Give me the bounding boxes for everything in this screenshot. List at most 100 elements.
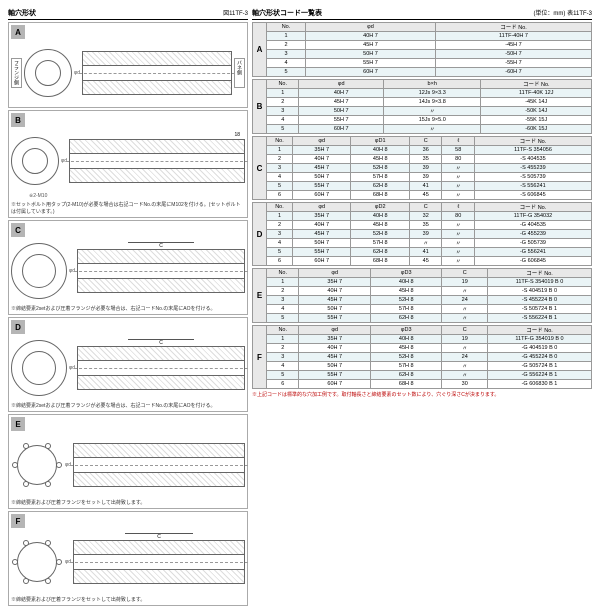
diagram-letter-B: B [11, 113, 25, 127]
table-cell: -S 404519 B 0 [487, 287, 591, 296]
table-cell: 35H 7 [299, 335, 371, 344]
table-cell: 45H 8 [370, 344, 442, 353]
note-E: ※締結要素および圧着フランジをセットして出荷致します。 [11, 499, 245, 506]
col-head: ℓ [442, 203, 474, 212]
table-cell: 40H 8 [370, 335, 442, 344]
table-cell: 58 [442, 146, 474, 155]
table-cell: 11TF-G 354019 B 0 [487, 335, 591, 344]
table-cell: 1 [267, 335, 299, 344]
col-head: コード No. [487, 326, 591, 335]
side-view-B: 18 [69, 139, 245, 183]
table-cell: 〃 [383, 125, 481, 134]
table-A: ANo.φdコード No.140H 711TF-40H 7245H 7-45H … [252, 22, 592, 77]
table-cell: -G 606830 B 1 [487, 380, 591, 389]
table-cell: 5 [267, 314, 299, 323]
side-view-A [82, 51, 232, 95]
table-cell: 〃 [442, 248, 474, 257]
table-cell: 〃 [442, 314, 487, 323]
table-cell: 45H 7 [299, 353, 371, 362]
diagram-D: D φd C ※締結要素2setおよび圧着フランジが必要な場合は、右記コードNo… [8, 317, 248, 412]
table-cell: 1 [267, 278, 299, 287]
table-cell: -55H 7 [435, 59, 591, 68]
table-cell: 2 [267, 155, 293, 164]
table-letter-D: D [253, 203, 267, 266]
col-head: C [442, 326, 487, 335]
table-B: BNo.φdb×hコード No.140H 712Js 9×3.311TF-40K… [252, 79, 592, 134]
table-cell: 11TF-S 354056 [474, 146, 591, 155]
table-cell: 40H 7 [305, 32, 435, 41]
table-cell: 6 [267, 191, 293, 200]
table-cell: 4 [267, 305, 299, 314]
table-cell: -60H 7 [435, 68, 591, 77]
table-cell: 14Js 9×3.8 [383, 98, 481, 107]
diagram-letter-A: A [11, 25, 25, 39]
table-cell: 40H 7 [292, 221, 351, 230]
table-cell: 39 [409, 173, 441, 182]
table-cell: -S 455239 [474, 164, 591, 173]
table-cell: 3 [267, 296, 299, 305]
table-cell: -S 556241 [474, 182, 591, 191]
front-view-E [11, 439, 63, 491]
side-view-E [73, 443, 245, 487]
note-C: ※締結要素2setおよび圧着フランジが必要な場合は、右記コードNo.の末尾にAO… [11, 305, 245, 312]
flange-label: フランジ側 [11, 58, 22, 88]
table-cell: 32 [409, 212, 441, 221]
table-letter-B: B [253, 80, 267, 134]
table-cell: 3 [267, 164, 293, 173]
table-footnote: ※上記コードは標準的な穴加工例です。取付軸長さと締結要素のセット数により、穴ぐり… [252, 391, 592, 398]
table-cell: 5 [267, 182, 293, 191]
table-cell: 〃 [442, 239, 474, 248]
table-cell: -S 404535 [474, 155, 591, 164]
table-cell: 45H 7 [305, 41, 435, 50]
table-cell: 52H 8 [351, 164, 410, 173]
table-cell: 55H 7 [292, 248, 351, 257]
table-cell: 60H 7 [299, 380, 371, 389]
table-cell: 40H 8 [351, 146, 410, 155]
col-head: φD3 [370, 269, 442, 278]
table-cell: -45H 7 [435, 41, 591, 50]
table-cell: 3 [267, 353, 299, 362]
table-cell: 4 [267, 59, 306, 68]
table-cell: 2 [267, 287, 299, 296]
table-cell: 〃 [442, 182, 474, 191]
diagram-letter-E: E [11, 417, 25, 431]
table-cell: 〃 [442, 257, 474, 266]
table-cell: 45H 7 [292, 164, 351, 173]
table-cell: 39 [409, 230, 441, 239]
table-cell: 〃 [383, 107, 481, 116]
table-cell: 50H 7 [299, 362, 371, 371]
table-cell: 41 [409, 182, 441, 191]
table-cell: 62H 8 [370, 314, 442, 323]
table-cell: 45 [409, 257, 441, 266]
table-cell: -S 505724 B 1 [487, 305, 591, 314]
table-cell: 〃 [442, 305, 487, 314]
table-cell: 1 [267, 89, 299, 98]
table-cell: 35 [409, 155, 441, 164]
table-cell: 52H 8 [370, 296, 442, 305]
table-letter-F: F [253, 326, 267, 389]
left-title: 軸穴形状 [8, 8, 36, 18]
right-unit: (単位：mm) 表11TF-3 [533, 8, 592, 18]
table-cell: 19 [442, 335, 487, 344]
table-cell: -G 404535 [474, 221, 591, 230]
diagram-letter-C: C [11, 223, 25, 237]
table-cell: 35H 7 [299, 278, 371, 287]
table-cell: -50H 7 [435, 50, 591, 59]
table-cell: -60K 15J [481, 125, 592, 134]
table-cell: 〃 [442, 230, 474, 239]
table-cell: 〃 [442, 371, 487, 380]
table-cell: 4 [267, 362, 299, 371]
table-cell: 3 [267, 50, 306, 59]
bane-label: バネ側 [234, 58, 245, 88]
table-cell: 〃 [442, 164, 474, 173]
table-cell: 40H 8 [370, 278, 442, 287]
table-cell: 50H 7 [305, 50, 435, 59]
table-cell: 1 [267, 212, 293, 221]
table-cell: -50K 14J [481, 107, 592, 116]
table-cell: 11TF-G 354032 [474, 212, 591, 221]
diagram-F: F φd C ※締結要素および圧着フランジをセットして出荷致します。 [8, 511, 248, 606]
table-letter-C: C [253, 137, 267, 200]
table-cell: 45 [409, 191, 441, 200]
col-head: コード No. [474, 203, 591, 212]
table-cell: 50H 7 [292, 239, 351, 248]
